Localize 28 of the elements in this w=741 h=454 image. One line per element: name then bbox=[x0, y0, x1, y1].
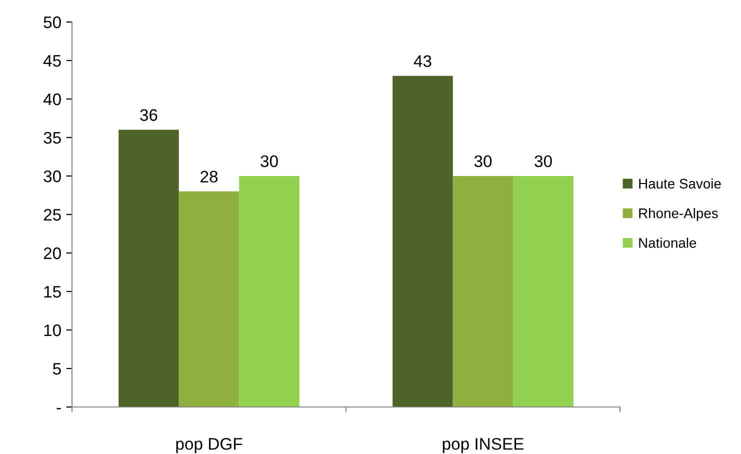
data-label: 30 bbox=[534, 155, 552, 168]
data-label: 30 bbox=[260, 155, 278, 168]
y-tick-label: 30 bbox=[44, 170, 61, 182]
x-tick-label: pop DGF bbox=[176, 438, 242, 454]
legend-label: Haute Savoie bbox=[639, 178, 721, 189]
bar bbox=[452, 176, 514, 407]
y-tick-label: 35 bbox=[44, 132, 61, 144]
y-tick-label: 15 bbox=[44, 286, 61, 298]
y-tick-label: 40 bbox=[43, 93, 61, 106]
data-label: 28 bbox=[200, 170, 218, 183]
bar bbox=[513, 176, 574, 407]
y-tick-label: 10 bbox=[44, 324, 61, 336]
y-tick-label: - bbox=[56, 408, 61, 410]
bar bbox=[239, 176, 300, 407]
data-label: 36 bbox=[140, 109, 158, 121]
bar bbox=[392, 76, 453, 407]
y-tick-label: 45 bbox=[43, 55, 61, 67]
bar bbox=[178, 191, 240, 407]
y-tick-label: 25 bbox=[44, 208, 61, 221]
y-tick-label: 5 bbox=[52, 363, 61, 375]
y-tick-label: 50 bbox=[44, 16, 61, 28]
legend-label: Nationale bbox=[639, 238, 696, 248]
y-tick-label: 20 bbox=[44, 247, 61, 260]
data-label: 30 bbox=[474, 155, 492, 168]
data-label: 43 bbox=[414, 55, 432, 68]
x-tick-label: pop INSEE bbox=[442, 438, 524, 454]
bar bbox=[118, 130, 179, 407]
legend-label: Rhone-Alpes bbox=[639, 208, 718, 221]
